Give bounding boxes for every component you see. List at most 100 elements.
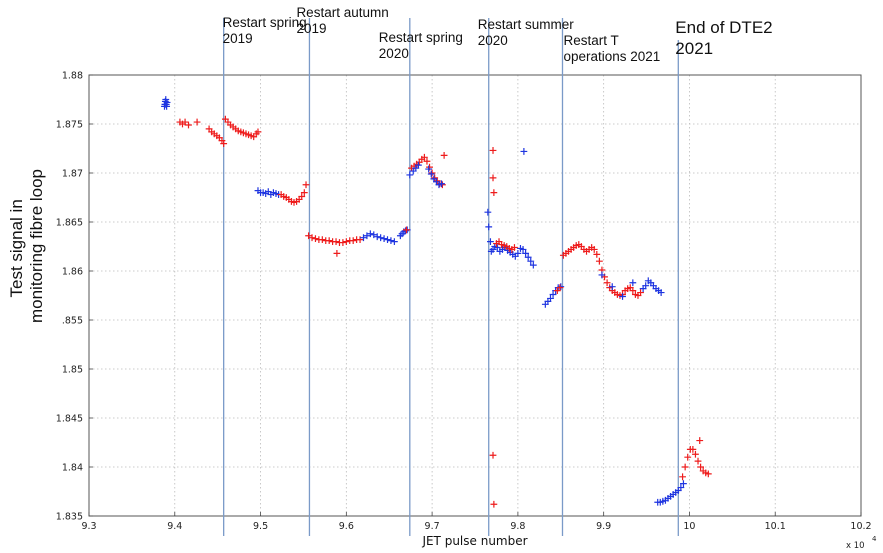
data-point <box>642 282 650 290</box>
data-point <box>349 237 357 245</box>
data-point <box>414 161 422 169</box>
data-point <box>420 153 428 161</box>
data-point <box>370 231 378 239</box>
data-point <box>300 189 308 196</box>
data-point <box>704 470 712 478</box>
data-point <box>484 208 492 216</box>
data-point <box>387 237 395 245</box>
data-point <box>619 293 626 300</box>
data-point <box>366 230 374 238</box>
y-tick-label: 1.865 <box>56 218 83 229</box>
y-tick-label: 1.87 <box>62 169 83 180</box>
data-point <box>595 257 603 265</box>
data-point <box>305 232 312 240</box>
data-point <box>333 249 341 257</box>
y-axis-label: Test signal in monitoring fibre loop <box>7 169 46 323</box>
data-point <box>390 238 398 245</box>
event-annotation-line: End of DTE2 <box>675 18 773 37</box>
x-multiplier-exponent: 4 <box>872 535 877 543</box>
data-point <box>485 223 493 231</box>
data-point <box>657 289 665 296</box>
x-tick-label: 9.6 <box>339 521 354 532</box>
data-point <box>298 193 306 200</box>
data-point <box>377 234 385 242</box>
data-point <box>360 234 367 242</box>
x-tick-label: 10.1 <box>765 521 786 532</box>
data-point <box>511 244 518 251</box>
event-annotation: Restart autumn 2019 <box>296 5 388 37</box>
data-point <box>557 283 565 291</box>
x-axis-label: JET pulse number <box>421 534 527 548</box>
data-point <box>598 271 606 279</box>
y-tick-label: 1.835 <box>56 512 83 523</box>
event-annotation-line: Restart autumn <box>296 5 389 20</box>
data-point <box>522 249 530 257</box>
event-annotation-line: Restart summer <box>477 17 574 32</box>
data-point <box>438 180 445 188</box>
plot-frame <box>88 74 862 517</box>
data-markers <box>161 96 712 508</box>
data-point <box>677 484 685 491</box>
data-point <box>332 238 340 245</box>
event-annotation-line: 2019 <box>296 21 327 37</box>
event-annotation-line: Restart spring <box>222 15 307 30</box>
data-point <box>325 237 333 245</box>
data-point <box>593 250 601 258</box>
data-point <box>697 463 704 471</box>
y-axis-label-line-2: monitoring fibre loop <box>27 169 46 323</box>
data-point <box>342 238 350 245</box>
data-point <box>402 226 410 234</box>
event-annotation-line: 2021 <box>675 39 714 59</box>
data-point <box>681 463 689 471</box>
data-point <box>356 236 364 244</box>
data-point <box>487 238 494 245</box>
data-point <box>529 261 537 269</box>
event-annotation-line: 2020 <box>378 46 409 62</box>
x-tick-label: 10 <box>683 521 695 532</box>
x-tick-label: 9.7 <box>425 521 440 532</box>
y-tick-label: 1.875 <box>56 120 83 131</box>
x-tick-label: 9.9 <box>596 521 611 532</box>
event-annotation-line: 2019 <box>222 31 253 47</box>
data-point <box>181 118 189 126</box>
data-point <box>694 457 702 465</box>
data-point <box>514 249 522 257</box>
data-point <box>220 140 228 147</box>
event-annotation: Restart spring 2019 <box>223 15 307 47</box>
data-point <box>363 232 371 240</box>
data-point <box>524 253 532 261</box>
data-point <box>590 246 598 253</box>
y-tick-label: .855 <box>62 316 83 327</box>
grid-lines <box>89 75 861 516</box>
data-point <box>520 148 528 155</box>
data-point <box>312 235 319 243</box>
data-point <box>318 236 326 244</box>
event-annotation-line: 2020 <box>477 33 508 49</box>
data-point <box>549 291 557 298</box>
data-point <box>163 99 171 106</box>
event-annotation: End of DTE2 2021 <box>675 17 772 60</box>
data-point <box>689 445 697 453</box>
data-point <box>489 147 497 154</box>
data-point <box>406 171 414 179</box>
data-point <box>493 244 501 251</box>
x-tick-label: 9.3 <box>81 521 96 532</box>
x-tick-label: 9.5 <box>253 521 268 532</box>
data-point <box>629 287 637 294</box>
y-axis-label-line-1: Test signal in <box>7 199 26 297</box>
data-point <box>427 170 435 178</box>
event-annotation-line: operations 2021 <box>563 49 661 65</box>
y-tick-label: 1.86 <box>62 267 83 278</box>
event-annotation-line: Restart T <box>563 33 619 48</box>
event-lines <box>223 18 679 536</box>
data-point <box>440 151 448 159</box>
data-point <box>490 189 498 196</box>
data-point <box>547 295 554 302</box>
data-point <box>423 157 431 165</box>
data-point <box>185 121 192 129</box>
y-tick-label: 1.84 <box>62 463 83 474</box>
data-point <box>679 473 686 481</box>
